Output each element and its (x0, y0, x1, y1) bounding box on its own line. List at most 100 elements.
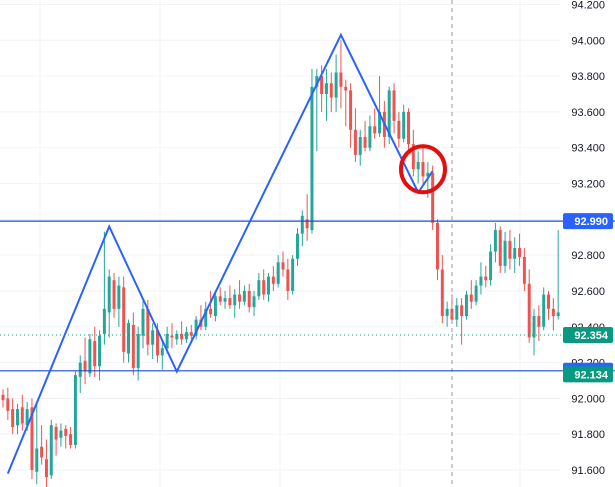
candle-up (542, 287, 546, 331)
candle-up (556, 230, 560, 320)
candle-up (151, 323, 155, 359)
candle-body (315, 76, 319, 87)
candle-body (233, 294, 237, 306)
price-badge-label: 92.134 (574, 369, 609, 381)
candle-body (252, 296, 256, 308)
candle-body (141, 308, 145, 336)
candle-body (402, 111, 406, 139)
candle-down (440, 255, 444, 324)
candle-up (464, 290, 468, 320)
candle-down (329, 72, 333, 112)
candle-body (493, 230, 497, 252)
candle-down (363, 120, 367, 152)
price-badge: 92.134 (563, 366, 613, 383)
candle-body (329, 83, 333, 98)
candle-body (170, 335, 174, 338)
candle-body (228, 298, 232, 306)
candle-up (252, 290, 256, 317)
candle-up (35, 401, 39, 485)
candle-body (44, 459, 48, 478)
candle-down (1, 389, 5, 408)
candle-body (117, 285, 121, 309)
candle-up (479, 262, 483, 295)
candle-body (542, 294, 546, 327)
candle-body (339, 72, 343, 87)
price-badge-background (563, 326, 613, 343)
candle-body (160, 348, 164, 356)
candle-down (131, 312, 135, 376)
candle-down (20, 394, 24, 431)
candle-down (339, 40, 343, 109)
price-badge: 92.354 (563, 326, 613, 343)
candle-body (184, 332, 188, 340)
candle-body (122, 287, 126, 352)
candle-body (349, 90, 353, 130)
candle-up (300, 210, 304, 247)
candle-up (98, 330, 102, 381)
candle-body (257, 280, 261, 297)
candle-body (551, 308, 555, 317)
candle-up (474, 280, 478, 306)
candle-body (532, 316, 536, 338)
candle-body (88, 339, 92, 374)
candle-up (503, 231, 507, 274)
candle-body (358, 136, 362, 155)
y-tick-label: 91.800 (571, 429, 605, 441)
candle-down (353, 108, 357, 163)
candle-body (20, 407, 24, 424)
candle-body (30, 407, 34, 470)
y-tick-label: 91.600 (571, 465, 605, 477)
candle-body (223, 298, 227, 302)
candle-up (213, 290, 217, 322)
candle-up (493, 222, 497, 263)
candle-body (155, 330, 159, 356)
candle-body (518, 247, 522, 257)
candle-down (397, 111, 401, 148)
candle-up (223, 290, 227, 309)
candle-body (286, 269, 290, 291)
candle-body (238, 294, 242, 302)
candle-down (460, 298, 464, 345)
candle-down (262, 269, 266, 300)
candle-body (1, 394, 5, 401)
candle-body (218, 296, 222, 302)
candle-up (204, 301, 208, 331)
candle-body (281, 262, 285, 270)
candle-body (59, 430, 63, 438)
candle-up (242, 285, 246, 306)
candle-body (300, 215, 304, 234)
candle-up (334, 54, 338, 112)
candle-body (445, 308, 449, 317)
candle-body (522, 256, 526, 284)
candle-body (498, 230, 502, 266)
candle-body (69, 434, 73, 445)
candle-up (416, 151, 420, 184)
candle-body (175, 333, 179, 340)
candle-body (556, 312, 560, 317)
candle-body (440, 269, 444, 317)
candle-body (537, 316, 541, 327)
candle-body (73, 375, 77, 445)
candle-down (421, 144, 425, 184)
candle-down (228, 285, 232, 309)
candle-body (310, 86, 314, 231)
candle-up (102, 231, 106, 345)
candle-body (320, 76, 324, 94)
candle-body (503, 240, 507, 266)
candle-body (489, 251, 493, 281)
candle-body (392, 90, 396, 121)
candle-down (407, 108, 411, 152)
candle-body (513, 247, 517, 259)
candle-body (527, 283, 531, 338)
price-badge-background (563, 366, 613, 383)
candle-down (30, 398, 34, 479)
candle-up (402, 104, 406, 143)
candle-up (160, 341, 164, 370)
candle-body (411, 144, 415, 170)
candle-down (547, 290, 551, 320)
candle-down (6, 387, 10, 420)
candle-down (411, 129, 415, 177)
candle-up (136, 326, 140, 381)
y-tick-label: 94.000 (571, 35, 605, 47)
